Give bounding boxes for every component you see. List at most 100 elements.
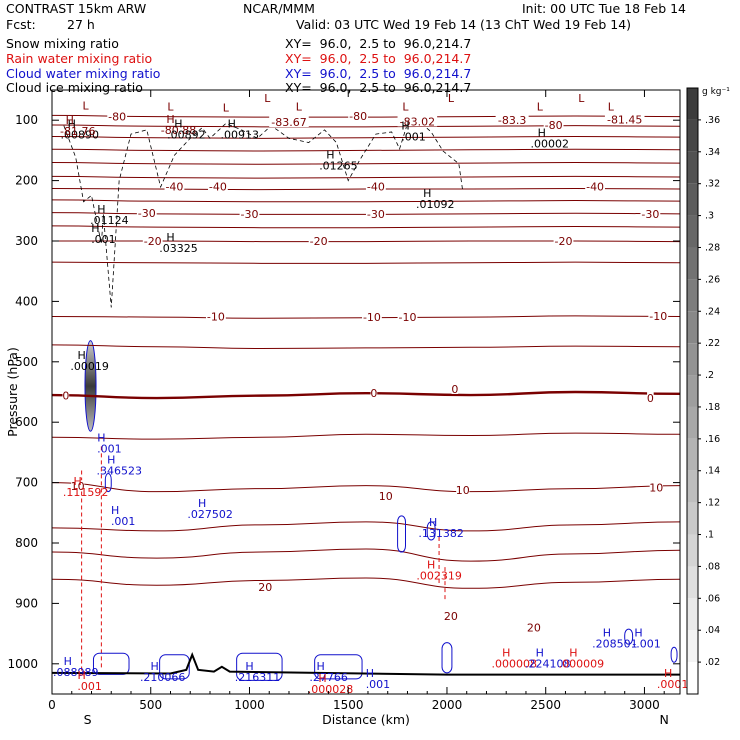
extremum-mark-11: H [66, 114, 74, 127]
colorbar-tick-label-10: .16 [705, 434, 720, 445]
temp-contour-2 [52, 136, 680, 139]
field-snow-xy: XY= 96.0, 2.5 to 96.0,214.7 [285, 36, 472, 51]
cloud-water-contour-9 [104, 473, 112, 493]
extremum-value-16: .00002 [531, 138, 570, 151]
contour-label-21: -10 [649, 310, 667, 323]
colorbar-frame [686, 87, 699, 695]
contour-label-30: 20 [258, 581, 272, 594]
x-tick-label-6: 3000 [629, 698, 660, 712]
contour-label-7: -40 [165, 181, 183, 194]
snow-shading-0 [84, 340, 97, 432]
contour-label-bg-15 [142, 235, 163, 246]
extremum-mark-1: L [448, 92, 455, 105]
extremum-mark-19: H [97, 203, 105, 216]
temp-contour-19 [52, 577, 680, 589]
extremum-mark-33: H [77, 669, 85, 682]
extremum-value-27: .027502 [187, 508, 233, 521]
temp-contour-16 [52, 482, 680, 493]
extremum-mark-2: L [578, 92, 585, 105]
extremum-value-14: .00913 [220, 128, 259, 141]
contour-label-25: 0 [647, 392, 654, 405]
temp-contour-14 [52, 390, 680, 400]
extremum-mark-12: H [166, 113, 174, 126]
extremum-value-38: .001 [366, 678, 391, 691]
contour-label-31: 20 [444, 610, 458, 623]
contour-label-1: -80 [349, 110, 367, 123]
extremum-mark-24: H [107, 453, 115, 466]
extremum-mark-4: L [83, 99, 90, 112]
contour-label-24: 0 [451, 383, 458, 396]
init-time: Init: 00 UTC Tue 18 Feb 14 [522, 1, 687, 16]
extremum-mark-0: L [264, 92, 271, 105]
cloud-water-contour-3 [314, 654, 363, 680]
colorbar-tick-label-0: .36 [705, 115, 720, 126]
contour-label-bg-29 [649, 481, 663, 493]
x-tick-label-5: 2500 [530, 698, 561, 712]
contour-label-13: -30 [367, 208, 385, 221]
extremum-mark-29: H [427, 558, 435, 571]
field-rain-name: Rain water mixing ratio [6, 51, 153, 66]
extremum-value-19: .01124 [90, 214, 129, 227]
extremum-mark-8: L [537, 101, 544, 114]
extremum-value-29: .002319 [416, 569, 462, 582]
extremum-value-34: .210066 [140, 671, 186, 684]
extremum-mark-38: H [366, 667, 374, 680]
x-tick-label-1: 500 [139, 698, 162, 712]
colorbar-cell-10 [687, 406, 698, 439]
colorbar-cell-2 [687, 151, 698, 184]
contour-label-19: -10 [363, 311, 381, 324]
extremum-mark-41: H [569, 647, 577, 660]
extremum-mark-17: H [326, 148, 334, 161]
x-tick-label-4: 2000 [432, 698, 463, 712]
endpoint-left: S [84, 712, 92, 727]
hydrometeor-contours [63, 120, 678, 681]
contour-label-26: 10 [71, 480, 85, 493]
cloud-water-contour-8 [670, 646, 678, 663]
extremum-mark-3: L [223, 102, 230, 115]
contour-label-bg-1 [348, 109, 369, 121]
extremum-mark-21: H [91, 222, 99, 235]
contour-label-bg-5 [604, 113, 645, 125]
colorbar-tick-label-6: .24 [705, 306, 720, 317]
y-tick-label-9: 1000 [7, 657, 38, 671]
cloud-water-contour-4 [441, 642, 453, 674]
extremum-mark-5: L [167, 101, 174, 114]
colorbar-tick-label-15: .06 [705, 593, 720, 604]
extremum-value-13: .00892 [167, 128, 206, 141]
extremum-value-35: .216311 [235, 671, 281, 684]
contour-label-29: 10 [649, 481, 663, 494]
extremum-mark-13: H [174, 117, 182, 130]
contour-label-bg-3 [269, 116, 309, 128]
colorbar-cell-3 [687, 183, 698, 216]
extremum-value-22: .00019 [70, 360, 109, 373]
extremum-value-24: .346523 [96, 464, 142, 477]
extremum-value-28: .131382 [418, 527, 464, 540]
contour-label-bg-9 [365, 180, 386, 192]
contour-label-bg-23 [370, 387, 378, 399]
colorbar-tick-label-9: .18 [705, 402, 720, 413]
extremum-mark-18: H [423, 187, 431, 200]
colorbar-tick-label-4: .28 [705, 242, 720, 253]
extremum-value-18: .01092 [416, 198, 455, 211]
colorbar-tick-label-2: .32 [705, 179, 720, 190]
contour-label-bg-10 [585, 180, 605, 192]
colorbar-cell-18 [687, 662, 698, 694]
colorbar-tick-label-8: .2 [705, 370, 714, 381]
extremum-mark-10: H [68, 117, 76, 130]
contour-label-bg-8 [207, 180, 228, 192]
contour-label-10: -40 [586, 181, 604, 194]
temp-contour-13 [52, 344, 680, 350]
colorbar-cell-8 [687, 343, 698, 376]
contour-label-9: -40 [367, 181, 385, 194]
extremum-mark-22: H [77, 349, 85, 362]
colorbar-cell-4 [687, 215, 698, 248]
contour-label-bg-28 [456, 483, 470, 495]
axes: 0 500 1000 1500 2000 2500 30001002003004005006… [5, 90, 680, 727]
temp-contour-1 [52, 124, 680, 128]
y-tick-label-2: 300 [15, 234, 38, 248]
y-tick-label-0: 100 [15, 113, 38, 127]
contour-label-32: 20 [527, 622, 541, 635]
contour-label-28: 10 [456, 484, 470, 497]
extremum-value-42: .00015 [657, 678, 696, 691]
temp-contour-11 [52, 261, 680, 264]
